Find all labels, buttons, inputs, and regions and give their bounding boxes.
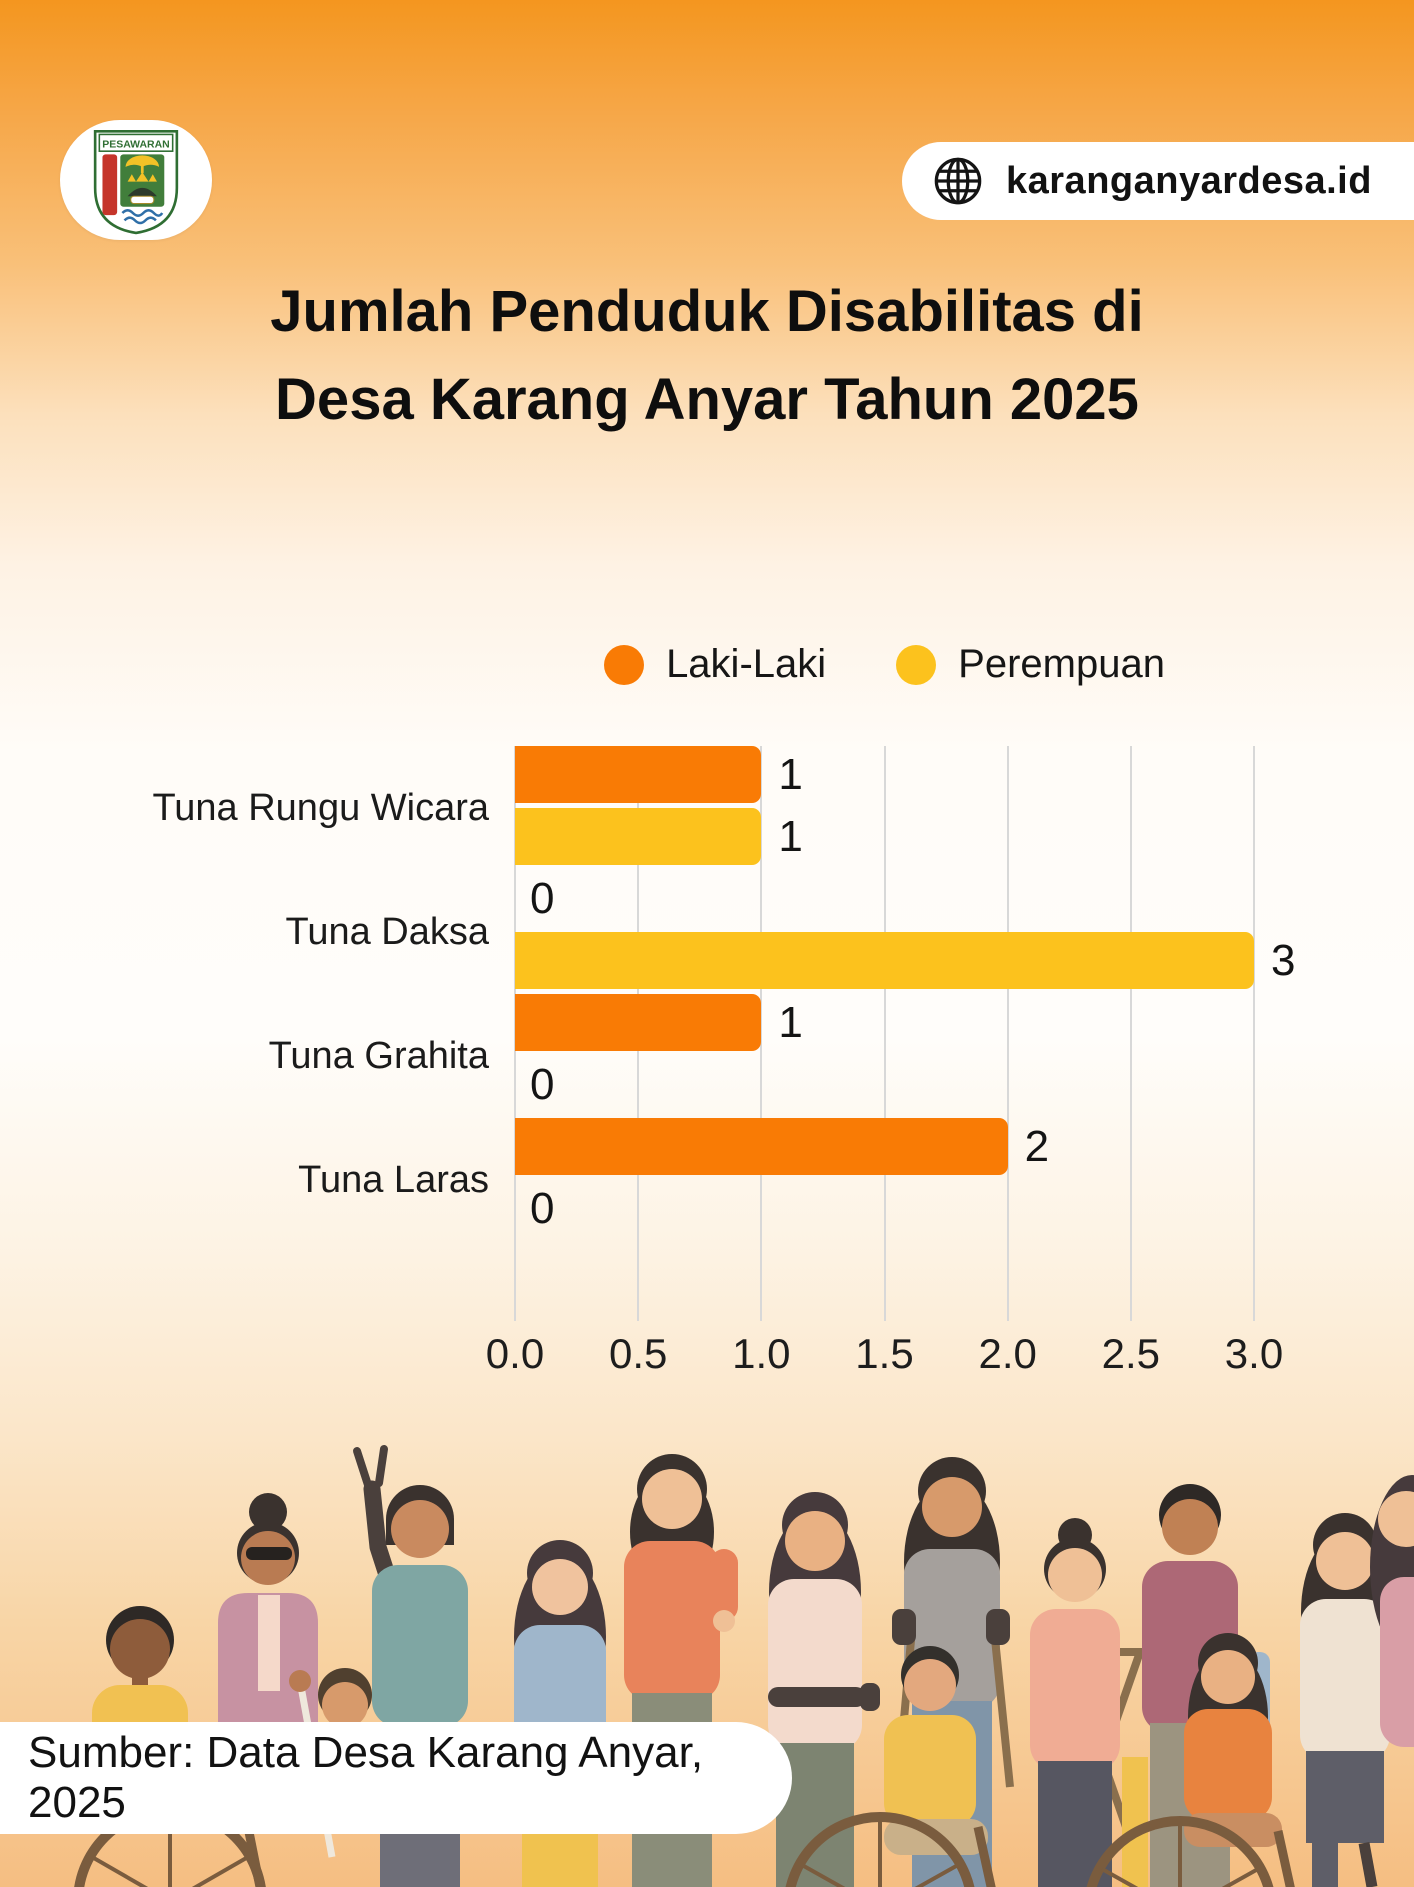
bar-lane: 1 <box>515 994 1254 1051</box>
bar-lane: 3 <box>515 932 1295 989</box>
x-tick-label: 0.0 <box>485 1330 545 1377</box>
chart-legend: Laki-Laki Perempuan <box>515 642 1254 687</box>
person-woman-wheelchair <box>1184 1633 1282 1847</box>
wheelchair-center-icon <box>785 1812 996 1887</box>
legend-label-laki-laki: Laki-Laki <box>666 642 827 686</box>
page-title-line2: Desa Karang Anyar Tahun 2025 <box>275 367 1139 432</box>
value-label: 1 <box>778 997 803 1047</box>
bar-lane: 0 <box>515 1180 1254 1237</box>
person-right-edge <box>1370 1475 1414 1747</box>
bar-lane: 1 <box>515 746 1254 803</box>
x-axis: 0.0 0.5 1.0 1.5 2.0 2.5 3.0 <box>486 1322 1283 1382</box>
gridline <box>760 746 763 1321</box>
legend-label-perempuan: Perempuan <box>958 642 1165 686</box>
value-label: 0 <box>530 1059 555 1109</box>
person-peach-top <box>1030 1518 1120 1887</box>
legend-item-perempuan: Perempuan <box>896 642 1165 687</box>
yellow-trousers <box>1122 1757 1148 1887</box>
x-tick-label: 3.0 <box>1224 1330 1284 1377</box>
category-label: Tuna Daksa <box>285 910 489 953</box>
bar-perempuan <box>515 932 1254 989</box>
x-tick-label: 1.0 <box>732 1330 791 1377</box>
bar-perempuan <box>515 808 762 865</box>
prosthetic-arm-icon <box>768 1687 866 1707</box>
gridline <box>883 746 886 1321</box>
value-label: 2 <box>1024 1121 1050 1171</box>
category-axis: Tuna Rungu Wicara Tuna Daksa Tuna Grahita T… <box>85 746 515 1321</box>
x-tick-label: 1.5 <box>855 1330 914 1377</box>
gridline <box>1129 746 1132 1321</box>
category-label: Tuna Grahita <box>268 1034 489 1077</box>
bar-laki-laki <box>515 1118 1008 1175</box>
category-label: Tuna Laras <box>298 1158 489 1201</box>
page-title-line1: Jumlah Penduduk Disabilitas di <box>270 279 1144 344</box>
source-pill: Sumber: Data Desa Karang Anyar, 2025 <box>0 1722 792 1834</box>
value-label: 1 <box>778 811 803 861</box>
bar-chart: Tuna Rungu Wicara Tuna Daksa Tuna Grahita T… <box>85 746 1295 1321</box>
bar-laki-laki <box>515 994 762 1051</box>
value-label: 3 <box>1271 935 1296 985</box>
sunglasses-icon <box>246 1547 292 1560</box>
category-label: Tuna Rungu Wicara <box>152 786 489 829</box>
person-prosthetic-leg <box>1300 1513 1390 1887</box>
gridline <box>1253 746 1255 1321</box>
value-label: 0 <box>530 873 555 923</box>
x-tick-label: 0.5 <box>608 1330 668 1377</box>
website-url: karanganyardesa.id <box>1006 159 1372 202</box>
bar-lane: 2 <box>515 1118 1254 1175</box>
legend-dot-laki-laki <box>604 644 645 685</box>
logo-pill: PESAWARAN <box>60 120 212 240</box>
bar-lane: 0 <box>515 870 1254 927</box>
value-label: 0 <box>530 1183 555 1233</box>
pesawaran-crest-icon: PESAWARAN <box>93 129 179 235</box>
source-text: Sumber: Data Desa Karang Anyar, 2025 <box>28 1728 704 1827</box>
globe-icon <box>934 157 982 205</box>
gridline <box>1006 746 1009 1321</box>
x-tick-label: 2.0 <box>978 1330 1037 1377</box>
x-tick-label: 2.5 <box>1101 1330 1161 1377</box>
website-pill[interactable]: karanganyardesa.id <box>902 142 1414 220</box>
legend-item-laki-laki: Laki-Laki <box>604 642 826 687</box>
prosthetic-leg-icon <box>1358 1842 1378 1887</box>
bar-lane: 1 <box>515 808 1254 865</box>
legend-dot-perempuan <box>896 644 937 685</box>
person-blue-shirt <box>514 1540 606 1887</box>
logo-banner-text: PESAWARAN <box>102 140 169 151</box>
bar-laki-laki <box>515 746 762 803</box>
wheelchair-right-icon <box>1086 1816 1295 1887</box>
bar-lane: 0 <box>515 1056 1254 1113</box>
page-title: Jumlah Penduduk Disabilitas di Desa Kara… <box>0 268 1414 444</box>
value-label: 1 <box>778 749 803 799</box>
disability-community-illustration <box>74 1445 1414 1887</box>
